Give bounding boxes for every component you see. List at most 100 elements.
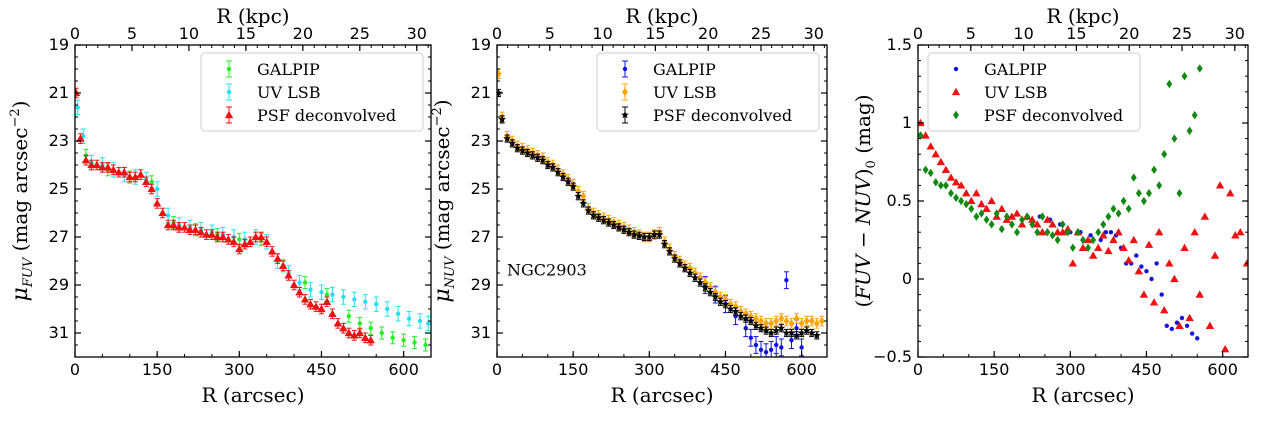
data-point-psf-deconvolved: [696, 278, 704, 286]
data-point-galpip: [1108, 230, 1114, 235]
data-point-uv-lsb: [763, 319, 770, 328]
data-point-psf-deconvolved: [125, 172, 134, 181]
top-tick-label: 15: [236, 24, 256, 43]
data-point-uv-lsb: [1109, 235, 1118, 244]
panel-nuv: 0 150 300 450 600 0 5 10 15 20 25 30 19 21 23 25 27 29 31 R…: [430, 4, 828, 407]
legend-marker: [953, 110, 959, 120]
data-point-psf-deconvolved: [676, 259, 684, 267]
data-point-psf-deconvolved: [131, 172, 140, 181]
x-tick-label: 300: [634, 360, 665, 379]
data-point-uv-lsb: [712, 288, 719, 297]
y-axis-label: μNUV (mag arcsec−2): [430, 99, 458, 302]
data-point-uv-lsb: [330, 292, 335, 297]
data-point-galpip: [1169, 326, 1175, 332]
data-point-psf-deconvolved: [747, 317, 755, 325]
data-point-psf-deconvolved: [589, 211, 598, 219]
data-point-psf-deconvolved: [1181, 72, 1188, 81]
data-point-psf-deconvolved: [196, 228, 206, 236]
data-point-uv-lsb: [154, 186, 160, 192]
data-point-uv-lsb: [575, 187, 582, 196]
data-point-psf-deconvolved: [295, 288, 304, 296]
data-point-psf-deconvolved: [158, 208, 167, 217]
data-point-psf-deconvolved: [289, 280, 299, 289]
data-point-uv-lsb: [1200, 212, 1210, 220]
data-point-psf-deconvolved: [802, 326, 811, 334]
data-point-psf-deconvolved: [569, 182, 577, 190]
data-point-uv-lsb: [972, 189, 981, 197]
data-point-uv-lsb: [997, 204, 1006, 212]
data-point-uv-lsb: [580, 192, 587, 201]
top-tick-label: 15: [645, 24, 665, 43]
data-point-uv-lsb: [1144, 240, 1154, 248]
data-point-psf-deconvolved: [322, 297, 332, 305]
data-point-psf-deconvolved: [498, 115, 506, 123]
data-point-galpip: [379, 330, 384, 336]
data-point-psf-deconvolved: [1064, 228, 1071, 237]
data-point-uv-lsb: [1185, 313, 1194, 322]
y-tick-label: −0.5: [873, 347, 912, 366]
data-point-psf-deconvolved: [808, 329, 816, 337]
y-tick-label: 1.5: [887, 35, 912, 54]
data-point-psf-deconvolved: [361, 333, 370, 341]
data-point-uv-lsb: [1139, 290, 1149, 298]
data-point-galpip: [1179, 315, 1185, 321]
x-tick-label: 0: [492, 360, 502, 379]
y-tick-label: 29: [471, 275, 491, 294]
data-point-uv-lsb: [1083, 235, 1093, 244]
data-point-psf-deconvolved: [152, 199, 162, 207]
data-point-psf-deconvolved: [932, 178, 939, 187]
data-point-uv-lsb: [341, 294, 346, 300]
top-tick-label: 10: [179, 24, 199, 43]
data-point-galpip: [1189, 331, 1195, 336]
data-point-psf-deconvolved: [1059, 220, 1066, 229]
data-point-uv-lsb: [426, 321, 431, 326]
data-point-psf-deconvolved: [344, 328, 354, 337]
legend-box: [596, 52, 820, 132]
top-tick-label: 25: [350, 24, 370, 43]
data-point-psf-deconvolved: [630, 230, 638, 238]
x-axis-label: R (arcsec): [201, 383, 304, 407]
data-point-uv-lsb: [692, 268, 698, 278]
x-tick-label: 150: [142, 360, 173, 379]
data-point-psf-deconvolved: [1146, 189, 1152, 198]
data-point-uv-lsb: [717, 292, 724, 302]
y-tick-label: 29: [49, 275, 69, 294]
data-point-uv-lsb: [732, 302, 739, 311]
top-tick-label: 5: [966, 24, 976, 43]
legend-marker: [951, 87, 961, 96]
data-point-psf-deconvolved: [213, 232, 222, 241]
data-point-galpip: [302, 280, 308, 285]
x-tick-label: 150: [979, 360, 1010, 379]
data-point-psf-deconvolved: [185, 225, 195, 233]
panel-fuv: 0 150 300 450 600 0 5 10 15 20 25 30 19 21 23 25 27 29 31 R…: [8, 4, 432, 407]
data-point-uv-lsb: [768, 319, 775, 328]
top-axis-label: R (kpc): [216, 4, 289, 28]
data-point-uv-lsb: [783, 316, 790, 326]
data-point-psf-deconvolved: [1161, 150, 1168, 159]
data-point-uv-lsb: [1124, 256, 1133, 264]
y-axis-label: μFUV (mag arcsec−2): [8, 101, 36, 302]
top-axis-label: R (kpc): [625, 4, 698, 28]
data-point-psf-deconvolved: [782, 329, 791, 337]
data-point-psf-deconvolved: [103, 163, 113, 171]
data-point-psf-deconvolved: [968, 204, 975, 213]
data-point-uv-lsb: [1242, 259, 1248, 267]
y-tick-label: 27: [471, 227, 491, 246]
data-point-galpip: [1149, 276, 1154, 282]
data-point-psf-deconvolved: [670, 254, 679, 262]
legend-label: UV LSB: [653, 83, 716, 102]
data-point-psf-deconvolved: [604, 218, 613, 226]
data-point-psf-deconvolved: [544, 161, 552, 169]
data-point-uv-lsb: [1205, 321, 1215, 329]
top-tick-label: 10: [592, 24, 612, 43]
data-point-psf-deconvolved: [218, 232, 228, 241]
data-point-uv-lsb: [686, 264, 693, 273]
data-point-uv-lsb: [1068, 259, 1078, 267]
data-point-uv-lsb: [982, 204, 991, 212]
x-tick-label: 0: [913, 360, 923, 379]
y-tick-label: 19: [471, 35, 491, 54]
legend-label: GALPIP: [984, 60, 1047, 79]
data-point-psf-deconvolved: [109, 165, 118, 173]
data-point-psf-deconvolved: [564, 177, 572, 185]
data-point-psf-deconvolved: [973, 212, 980, 221]
